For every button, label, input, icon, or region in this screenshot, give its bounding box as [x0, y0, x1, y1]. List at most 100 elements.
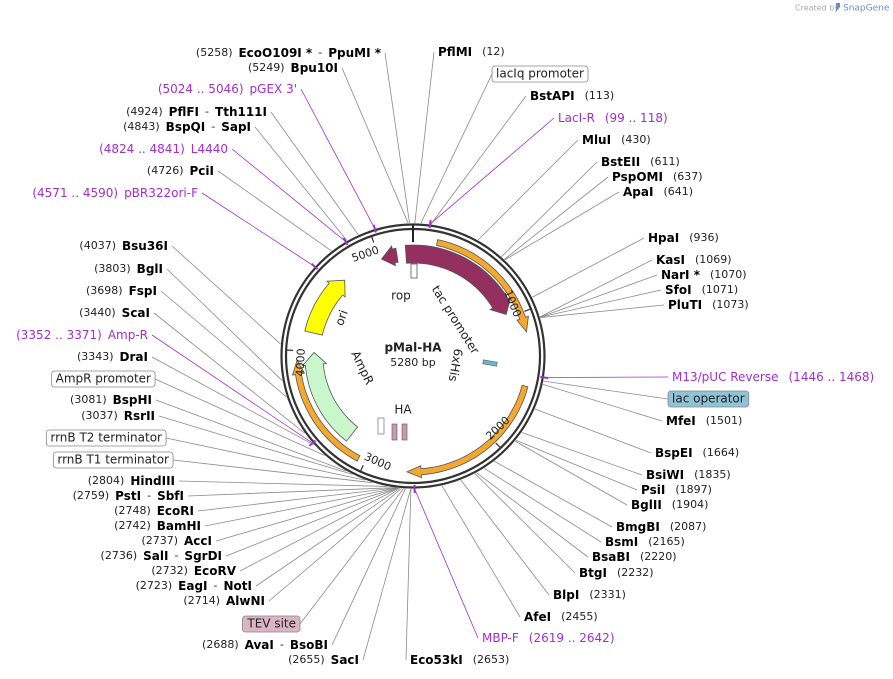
position: (2688): [202, 638, 239, 651]
leader-line: [414, 51, 435, 224]
feature-name: HA: [394, 403, 412, 417]
position: (2220): [640, 550, 677, 563]
name: SfoI: [665, 283, 692, 297]
ampr-arc: [291, 358, 361, 462]
position: (2736): [101, 549, 138, 562]
name: RsrII: [124, 409, 155, 423]
leader-line: [225, 487, 399, 557]
site-label: MluI (430): [582, 133, 651, 147]
name: BglI: [137, 262, 163, 276]
feature-name: ori: [332, 308, 350, 327]
name: BstEII: [601, 155, 640, 169]
position: (5258): [196, 46, 233, 59]
name: SacI: [331, 653, 359, 667]
primer-label: M13/pUC Reverse (1446 .. 1468): [672, 370, 874, 384]
leader-line: [441, 485, 521, 618]
tag-box: [377, 417, 385, 435]
position: (1835): [694, 468, 731, 481]
position: (4824 .. 4841): [99, 142, 185, 156]
name: BsaBI: [592, 550, 630, 564]
name: PflMI: [438, 45, 472, 59]
position: (4726): [147, 164, 184, 177]
ha-tag-1: [391, 423, 398, 441]
name: DraI: [120, 350, 148, 364]
primer-label: MBP-F (2619 .. 2642): [482, 631, 615, 645]
site-label: BsiWI (1835): [646, 468, 731, 482]
name: AfeI: [524, 610, 551, 624]
site-label: (2688) AvaI - BsoBI: [202, 638, 328, 652]
position: (12): [482, 45, 505, 58]
site-label: (2714) AlwNI: [183, 594, 265, 608]
position: (2619 .. 2642): [529, 631, 615, 645]
position: (4037): [79, 239, 116, 252]
leader-line: [534, 408, 652, 454]
leader-line: [539, 259, 653, 318]
site-label: BlpI (2331): [553, 588, 626, 602]
leader-line: [476, 472, 589, 558]
position: (1904): [672, 498, 709, 511]
leader-line: [254, 126, 348, 241]
leader-line: [201, 192, 315, 267]
position: (113): [585, 89, 615, 102]
site-label: PluTI (1073): [668, 298, 749, 312]
position: (936): [689, 231, 719, 244]
position: (3081): [70, 393, 107, 406]
ampr-arrow: [301, 351, 359, 442]
leader-line: [187, 487, 395, 497]
name: PsiI: [641, 483, 665, 497]
position: (3352 .. 3371): [16, 328, 102, 342]
site-label: (5258) EcoO109I * - PpuMI *: [196, 46, 382, 60]
name: BsoBI: [290, 638, 328, 652]
site-label: (2748) EcoRI: [114, 504, 194, 518]
name: EcoO109I *: [238, 46, 312, 60]
primer-label: (3352 .. 3371) Amp-R: [16, 328, 148, 342]
position: (5249): [248, 61, 285, 74]
site-label: Eco53kI (2653): [410, 653, 509, 667]
position: (3343): [77, 350, 114, 363]
name: BsmI: [605, 535, 638, 549]
ring-tick-label: 4000: [294, 348, 308, 377]
feature-label: rrnB T1 terminator: [57, 453, 169, 467]
leader-line: [173, 459, 373, 484]
position: (2232): [617, 566, 654, 579]
leader-line: [171, 245, 281, 345]
name: MBP-F: [482, 631, 519, 645]
site-label: (4037) Bsu36I: [79, 239, 168, 253]
primer-mark: [540, 375, 549, 380]
leader-line: [521, 432, 643, 476]
name: AccI: [184, 534, 212, 548]
ring-tick-label: 3000: [362, 450, 393, 473]
primer-mark: [342, 237, 349, 246]
name: NotI: [224, 579, 253, 593]
site-label: BstAPI (113): [530, 89, 614, 103]
leader-line: [158, 415, 353, 475]
ring-outer: [280, 223, 546, 489]
leader-line: [540, 289, 662, 318]
name: SbfI: [157, 489, 184, 503]
name: pGEX 3': [250, 82, 297, 96]
rop-arrow: [380, 245, 399, 267]
name: BspQI: [166, 120, 206, 134]
leader-line: [217, 170, 332, 252]
site-label: (4726) PciI: [147, 164, 214, 178]
separator: -: [318, 46, 322, 59]
name: PstI: [115, 489, 141, 503]
plasmid-size: 5280 bp: [390, 356, 435, 369]
his-tag: [482, 359, 498, 367]
leader-line: [384, 52, 410, 224]
plasmid-name: pMal-HA: [384, 341, 442, 355]
site-label: (3081) BspHI: [70, 393, 152, 407]
position: (1071): [702, 283, 739, 296]
leader-line: [197, 487, 396, 512]
name: ApaI: [623, 185, 653, 199]
name: FspI: [129, 284, 157, 298]
site-label: BstEII (611): [601, 155, 680, 169]
name: SalI: [143, 549, 168, 563]
name: HindIII: [130, 474, 175, 488]
position: (3698): [86, 284, 123, 297]
name: PpuMI *: [328, 46, 382, 60]
name: M13/pUC Reverse: [672, 370, 779, 384]
laci-arrow: [404, 244, 512, 316]
ring-tick-label: 5000: [350, 243, 381, 264]
name: ScaI: [122, 306, 150, 320]
